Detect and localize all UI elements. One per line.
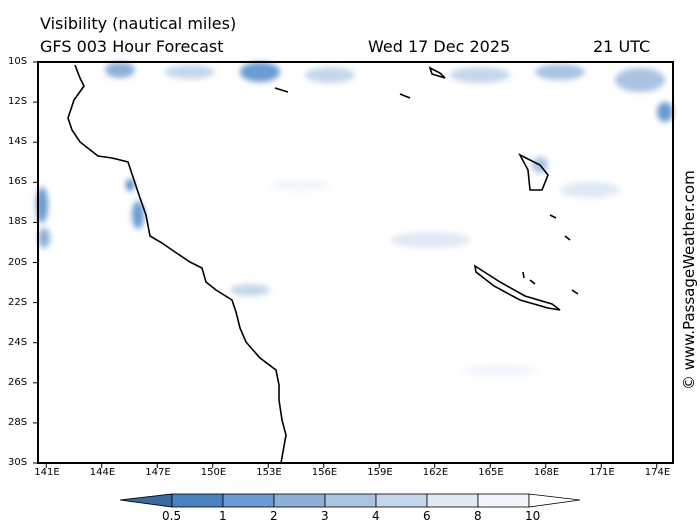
forecast-time: 21 UTC <box>593 37 651 56</box>
lon-label: 159E <box>367 467 393 478</box>
lat-label: 24S <box>8 336 28 348</box>
lon-label: 156E <box>311 467 338 478</box>
legend-swatch <box>222 493 275 508</box>
legend-swatch <box>528 493 581 508</box>
legend-label: 2 <box>270 509 278 523</box>
lat-label: 28S <box>8 416 28 428</box>
visibility-field <box>36 62 673 376</box>
lon-label: 144E <box>89 467 116 478</box>
forecast-date: Wed 17 Dec 2025 <box>368 37 511 56</box>
legend-swatch <box>119 493 173 508</box>
legend-label: 1 <box>219 509 227 523</box>
legend-swatch <box>273 493 326 508</box>
australia-coast <box>67 64 287 464</box>
legend-swatch <box>324 493 377 508</box>
legend-label: 8 <box>474 509 482 523</box>
legend-colorbar <box>119 493 581 508</box>
lat-label: 26S <box>8 376 28 388</box>
lon-label: 168E <box>533 467 560 478</box>
lon-label: 141E <box>34 467 60 478</box>
legend-swatch <box>477 493 530 508</box>
lon-label: 174E <box>644 467 671 478</box>
lon-label: 150E <box>200 467 227 478</box>
lat-label: 14S <box>8 136 28 148</box>
vanuatu-coast <box>518 153 549 191</box>
coastlines <box>67 64 579 464</box>
legend-label: 4 <box>372 509 380 523</box>
png-coast <box>428 66 446 79</box>
legend-swatch <box>426 493 479 508</box>
lat-label: 20S <box>8 256 28 268</box>
legend-label: 3 <box>321 509 329 523</box>
lon-label: 162E <box>422 467 449 478</box>
legend-swatch <box>375 493 428 508</box>
legend-swatch <box>171 493 224 508</box>
legend-label: 0.5 <box>162 509 182 523</box>
forecast-label: GFS 003 Hour Forecast <box>40 37 224 56</box>
lon-label: 171E <box>589 467 615 478</box>
lon-label: 165E <box>478 467 504 478</box>
lat-label: 16S <box>8 176 28 188</box>
lat-label: 10S <box>8 56 28 67</box>
legend-label: 6 <box>423 509 431 523</box>
lat-label: 30S <box>8 457 28 468</box>
legend-label: 10 <box>525 509 541 523</box>
lat-label: 22S <box>8 296 28 308</box>
lon-label: 147E <box>145 467 171 478</box>
lat-label: 18S <box>8 216 28 228</box>
new-caledonia-coast <box>473 264 561 311</box>
map-title: Visibility (nautical miles) <box>40 14 237 33</box>
map-frame <box>37 61 674 464</box>
lat-label: 12S <box>8 96 28 108</box>
lon-label: 153E <box>256 467 282 478</box>
